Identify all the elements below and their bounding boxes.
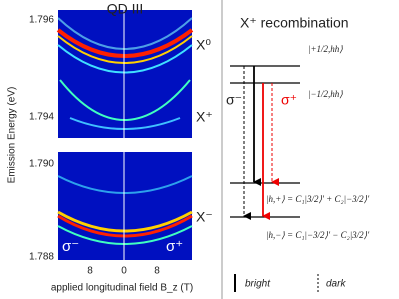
- polarization-label: σ⁺: [166, 238, 183, 255]
- y-axis-label: Emission Energy (eV): [7, 87, 18, 184]
- transition-label: σ⁺: [281, 92, 297, 108]
- peak-label: X⁻: [196, 209, 213, 225]
- heatmap-bottom: [57, 152, 193, 260]
- x-axis-label: applied longitudinal field B_z (T): [51, 283, 193, 294]
- peak-label: X⁰: [196, 37, 211, 53]
- x-tick-label: 0: [121, 266, 127, 277]
- y-tick-label: 1.790: [29, 159, 54, 170]
- x-tick-label: 8: [154, 266, 160, 277]
- x-tick-label: 8: [87, 266, 93, 277]
- state-label: |h,+⟩ = C₁|3/2⟩' + C₂|−3/2⟩': [266, 194, 370, 204]
- y-tick-label: 1.794: [29, 112, 54, 123]
- diagram-title: X⁺ recombination: [240, 15, 349, 31]
- state-label: |+1/2,hh⟩: [308, 44, 343, 54]
- y-tick-label: 1.788: [29, 252, 54, 263]
- panel-title: QD III: [107, 1, 144, 17]
- peak-label: X⁺: [196, 109, 213, 125]
- transition-label: σ⁻: [226, 92, 242, 108]
- state-label: |−1/2,hh⟩: [308, 89, 343, 99]
- heatmap-top: [56, 10, 194, 138]
- polarization-label: σ⁻: [62, 238, 79, 255]
- legend-label: bright: [245, 279, 271, 290]
- legend-label: dark: [326, 279, 346, 290]
- state-label: |h,−⟩ = C₁|−3/2⟩' − C₂|3/2⟩': [266, 230, 370, 240]
- y-tick-label: 1.796: [29, 15, 54, 26]
